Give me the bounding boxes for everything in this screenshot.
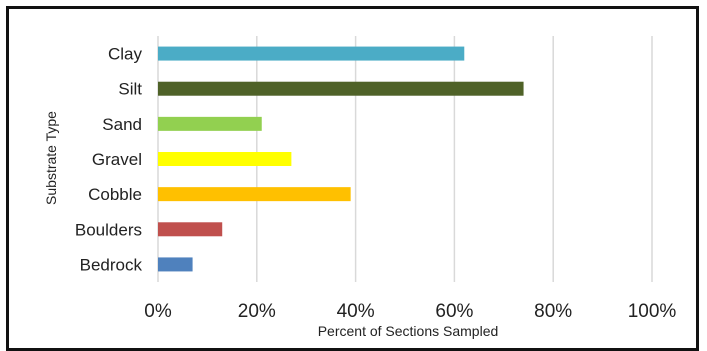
x-tick-label: 80% [534, 301, 572, 322]
x-tick-label: 0% [144, 301, 172, 322]
category-label-bedrock: Bedrock [80, 255, 143, 274]
bar-cobble [158, 187, 351, 202]
x-tick-label: 40% [337, 301, 375, 322]
bars [158, 46, 524, 272]
category-label-clay: Clay [108, 45, 143, 64]
bar-gravel [158, 152, 292, 166]
category-label-cobble: Cobble [88, 185, 142, 204]
x-tick-label: 20% [238, 301, 276, 322]
category-label-boulders: Boulders [75, 220, 142, 239]
bar-clay [158, 46, 465, 61]
x-axis-label: Percent of Sections Sampled [318, 323, 499, 339]
x-tick-labels: 0% 20% 40% 60% 80% 100% [144, 301, 676, 322]
bar-sand [158, 116, 262, 131]
category-labels: Clay Silt Sand Gravel Cobble Boulders Bedrock [75, 45, 143, 275]
category-label-silt: Silt [118, 80, 142, 99]
x-tick-label: 100% [628, 301, 677, 322]
gridlines [157, 36, 653, 282]
y-axis-label: Substrate Type [43, 111, 59, 205]
bar-bedrock [158, 257, 193, 272]
chart-frame [6, 6, 699, 351]
bar-chart: ClaySiltSandGravelCobbleBouldersBedrock … [43, 36, 676, 339]
category-label-gravel: Gravel [92, 150, 142, 169]
category-label-sand: Sand [102, 115, 142, 134]
x-tick-label: 60% [435, 301, 473, 322]
bar-boulders [158, 222, 223, 237]
bar-silt [158, 81, 524, 96]
